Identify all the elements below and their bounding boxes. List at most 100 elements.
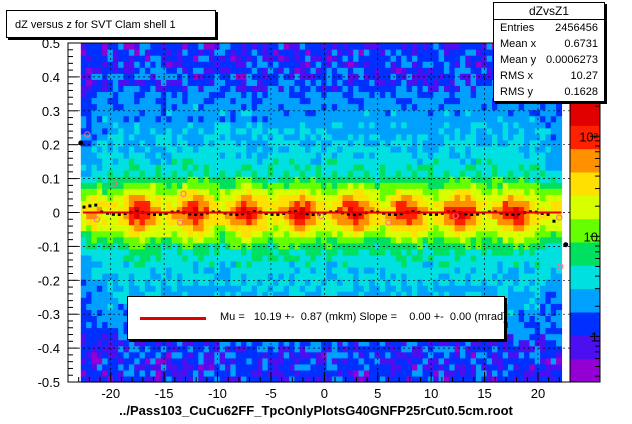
- heatmap-cell: [294, 266, 301, 274]
- heatmap-cell: [390, 345, 397, 353]
- heatmap-cell: [492, 182, 498, 189]
- heatmap-cell: [171, 260, 178, 268]
- heatmap-cell: [315, 115, 322, 123]
- heatmap-cell: [411, 43, 418, 50]
- heatmap-cell: [427, 164, 434, 171]
- heatmap-cell: [486, 291, 493, 298]
- heatmap-cell: [331, 188, 338, 195]
- heatmap-cell: [182, 145, 189, 153]
- heatmap-cell: [492, 133, 498, 141]
- heatmap-cell: [449, 242, 456, 250]
- heatmap-cell: [331, 339, 338, 347]
- heatmap-cell: [123, 254, 130, 262]
- heatmap-cell: [470, 79, 477, 86]
- heatmap-cell: [91, 67, 98, 74]
- heatmap-cell: [283, 91, 290, 99]
- heatmap-cell: [160, 357, 167, 365]
- heatmap-cell: [326, 49, 333, 56]
- heatmap-cell: [208, 200, 215, 208]
- heatmap-cell: [118, 103, 125, 111]
- heatmap-cell: [144, 176, 151, 183]
- heatmap-cell: [524, 200, 531, 208]
- heatmap-cell: [454, 236, 461, 244]
- heatmap-cell: [230, 133, 237, 141]
- heatmap-cell: [363, 266, 370, 274]
- heatmap-cell: [337, 109, 344, 117]
- heatmap-cell: [465, 230, 472, 238]
- heatmap-cell: [198, 273, 205, 280]
- heatmap-cell: [422, 49, 429, 56]
- heatmap-cell: [283, 139, 290, 147]
- heatmap-cell: [540, 339, 547, 347]
- heatmap-cell: [550, 170, 557, 177]
- heatmap-cell: [358, 266, 365, 274]
- heatmap-cell: [358, 79, 365, 86]
- heatmap-cell: [342, 109, 349, 117]
- heatmap-cell: [203, 91, 210, 99]
- heatmap-cell: [91, 176, 98, 183]
- heatmap-cell: [235, 369, 242, 377]
- heatmap-cell: [459, 188, 466, 195]
- heatmap-cell: [112, 170, 119, 177]
- heatmap-cell: [374, 279, 381, 286]
- heatmap-cell: [476, 121, 482, 129]
- heatmap-cell: [128, 164, 135, 171]
- heatmap-cell: [118, 67, 125, 74]
- heatmap-cell: [294, 206, 301, 214]
- heatmap-cell: [134, 164, 141, 171]
- heatmap-cell: [508, 218, 514, 226]
- heatmap-cell: [176, 127, 183, 135]
- heatmap-cell: [294, 279, 301, 286]
- heatmap-cell: [422, 55, 429, 62]
- heatmap-cell: [358, 97, 365, 105]
- heatmap-cell: [465, 164, 472, 171]
- heatmap-cell: [80, 164, 87, 171]
- heatmap-cell: [144, 248, 151, 256]
- heatmap-cell: [342, 273, 349, 280]
- heatmap-cell: [230, 61, 237, 68]
- heatmap-cell: [96, 151, 103, 159]
- heatmap-cell: [363, 339, 370, 347]
- heatmap-cell: [545, 260, 552, 268]
- heatmap-cell: [502, 182, 509, 189]
- heatmap-cell: [123, 309, 130, 317]
- heatmap-cell: [187, 242, 194, 250]
- heatmap-cell: [257, 248, 263, 256]
- heatmap-cell: [134, 236, 141, 244]
- heatmap-cell: [390, 85, 397, 93]
- heatmap-cell: [492, 254, 498, 262]
- heatmap-cell: [550, 321, 557, 329]
- heatmap-cell: [91, 375, 98, 383]
- heatmap-cell: [182, 43, 189, 50]
- heatmap-cell: [198, 73, 205, 80]
- heatmap-cell: [545, 273, 552, 280]
- heatmap-cell: [214, 164, 221, 171]
- heatmap-cell: [363, 85, 370, 93]
- heatmap-cell: [417, 67, 424, 74]
- heatmap-cell: [187, 218, 194, 226]
- heatmap-cell: [385, 188, 392, 195]
- heatmap-cell: [497, 151, 504, 159]
- heatmap-cell: [459, 285, 466, 292]
- heatmap-cell: [128, 242, 135, 250]
- heatmap-cell: [326, 151, 333, 159]
- heatmap-cell: [513, 194, 520, 201]
- heatmap-cell: [411, 85, 418, 93]
- heatmap-cell: [273, 170, 280, 177]
- heatmap-cell: [390, 127, 397, 135]
- heatmap-cell: [182, 369, 189, 377]
- heatmap-cell: [198, 139, 205, 147]
- heatmap-cell: [347, 285, 354, 292]
- heatmap-cell: [545, 127, 552, 135]
- heatmap-cell: [187, 369, 194, 377]
- heatmap-cell: [492, 291, 498, 298]
- heatmap-cell: [96, 315, 103, 323]
- heatmap-cell: [198, 91, 205, 99]
- heatmap-cell: [545, 158, 552, 165]
- heatmap-cell: [251, 170, 258, 177]
- heatmap-cell: [176, 266, 183, 274]
- heatmap-cell: [411, 61, 418, 68]
- heatmap-cell: [534, 133, 541, 141]
- heatmap-cell: [486, 273, 493, 280]
- heatmap-cell: [358, 103, 365, 111]
